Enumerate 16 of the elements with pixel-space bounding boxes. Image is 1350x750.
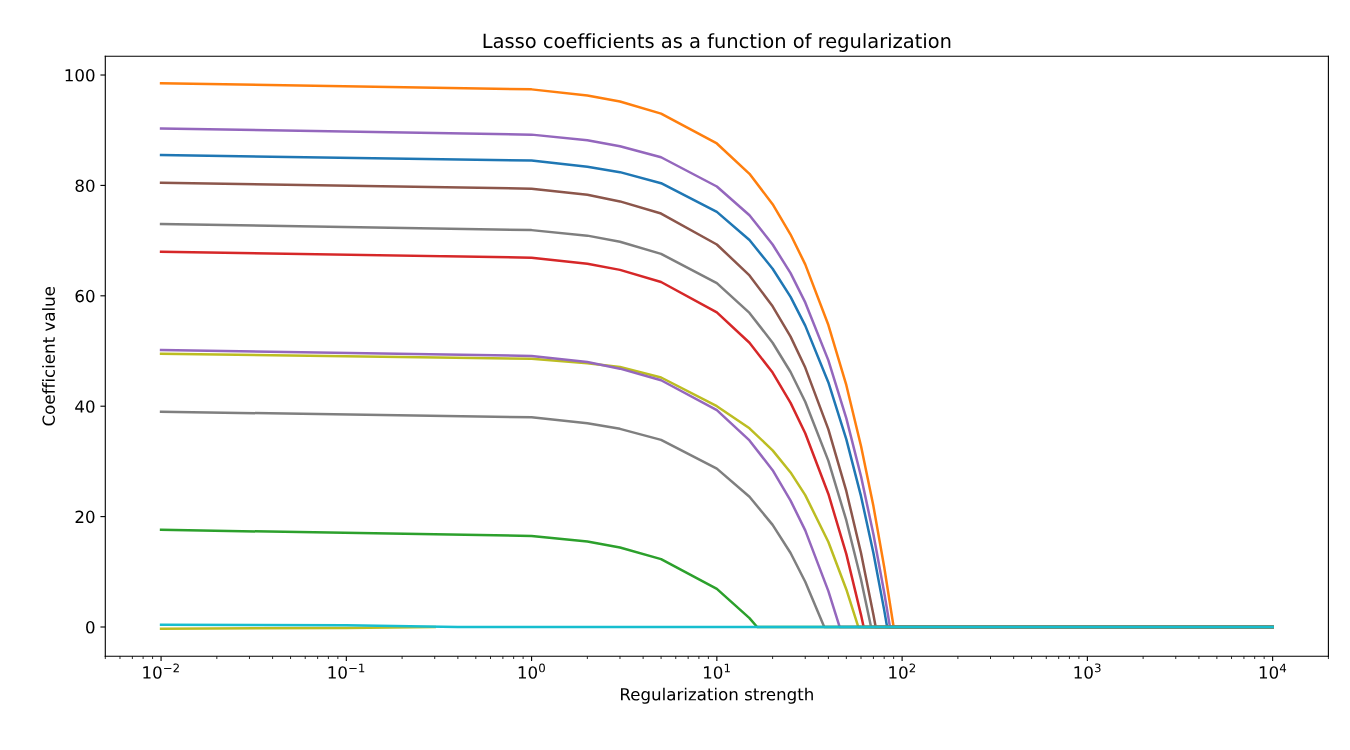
y-tick-label: 60 <box>75 289 95 303</box>
x-tick-label: 10$^{2}$ <box>889 663 916 679</box>
x-tick-label: 10$^{−2}$ <box>143 663 179 679</box>
y-tick-label: 20 <box>75 510 95 524</box>
x-tick-label: 10$^{0}$ <box>518 663 545 679</box>
y-tick-label: 80 <box>75 179 95 192</box>
y-tick-label: 100 <box>65 68 95 82</box>
x-tick-label: 10$^{4}$ <box>1259 663 1287 679</box>
x-axis-title: Regularization strength <box>621 687 813 704</box>
y-tick-label: 40 <box>75 400 95 413</box>
chart-title: Lasso coefficients as a function of regularization <box>483 33 951 52</box>
y-axis-title: Coefficient value <box>42 286 55 426</box>
y-tick-label: 0 <box>86 620 95 634</box>
x-tick-label: 10$^{−1}$ <box>328 663 365 679</box>
x-tick-label: 10$^{1}$ <box>704 663 730 679</box>
x-tick-label: 10$^{3}$ <box>1074 663 1101 679</box>
